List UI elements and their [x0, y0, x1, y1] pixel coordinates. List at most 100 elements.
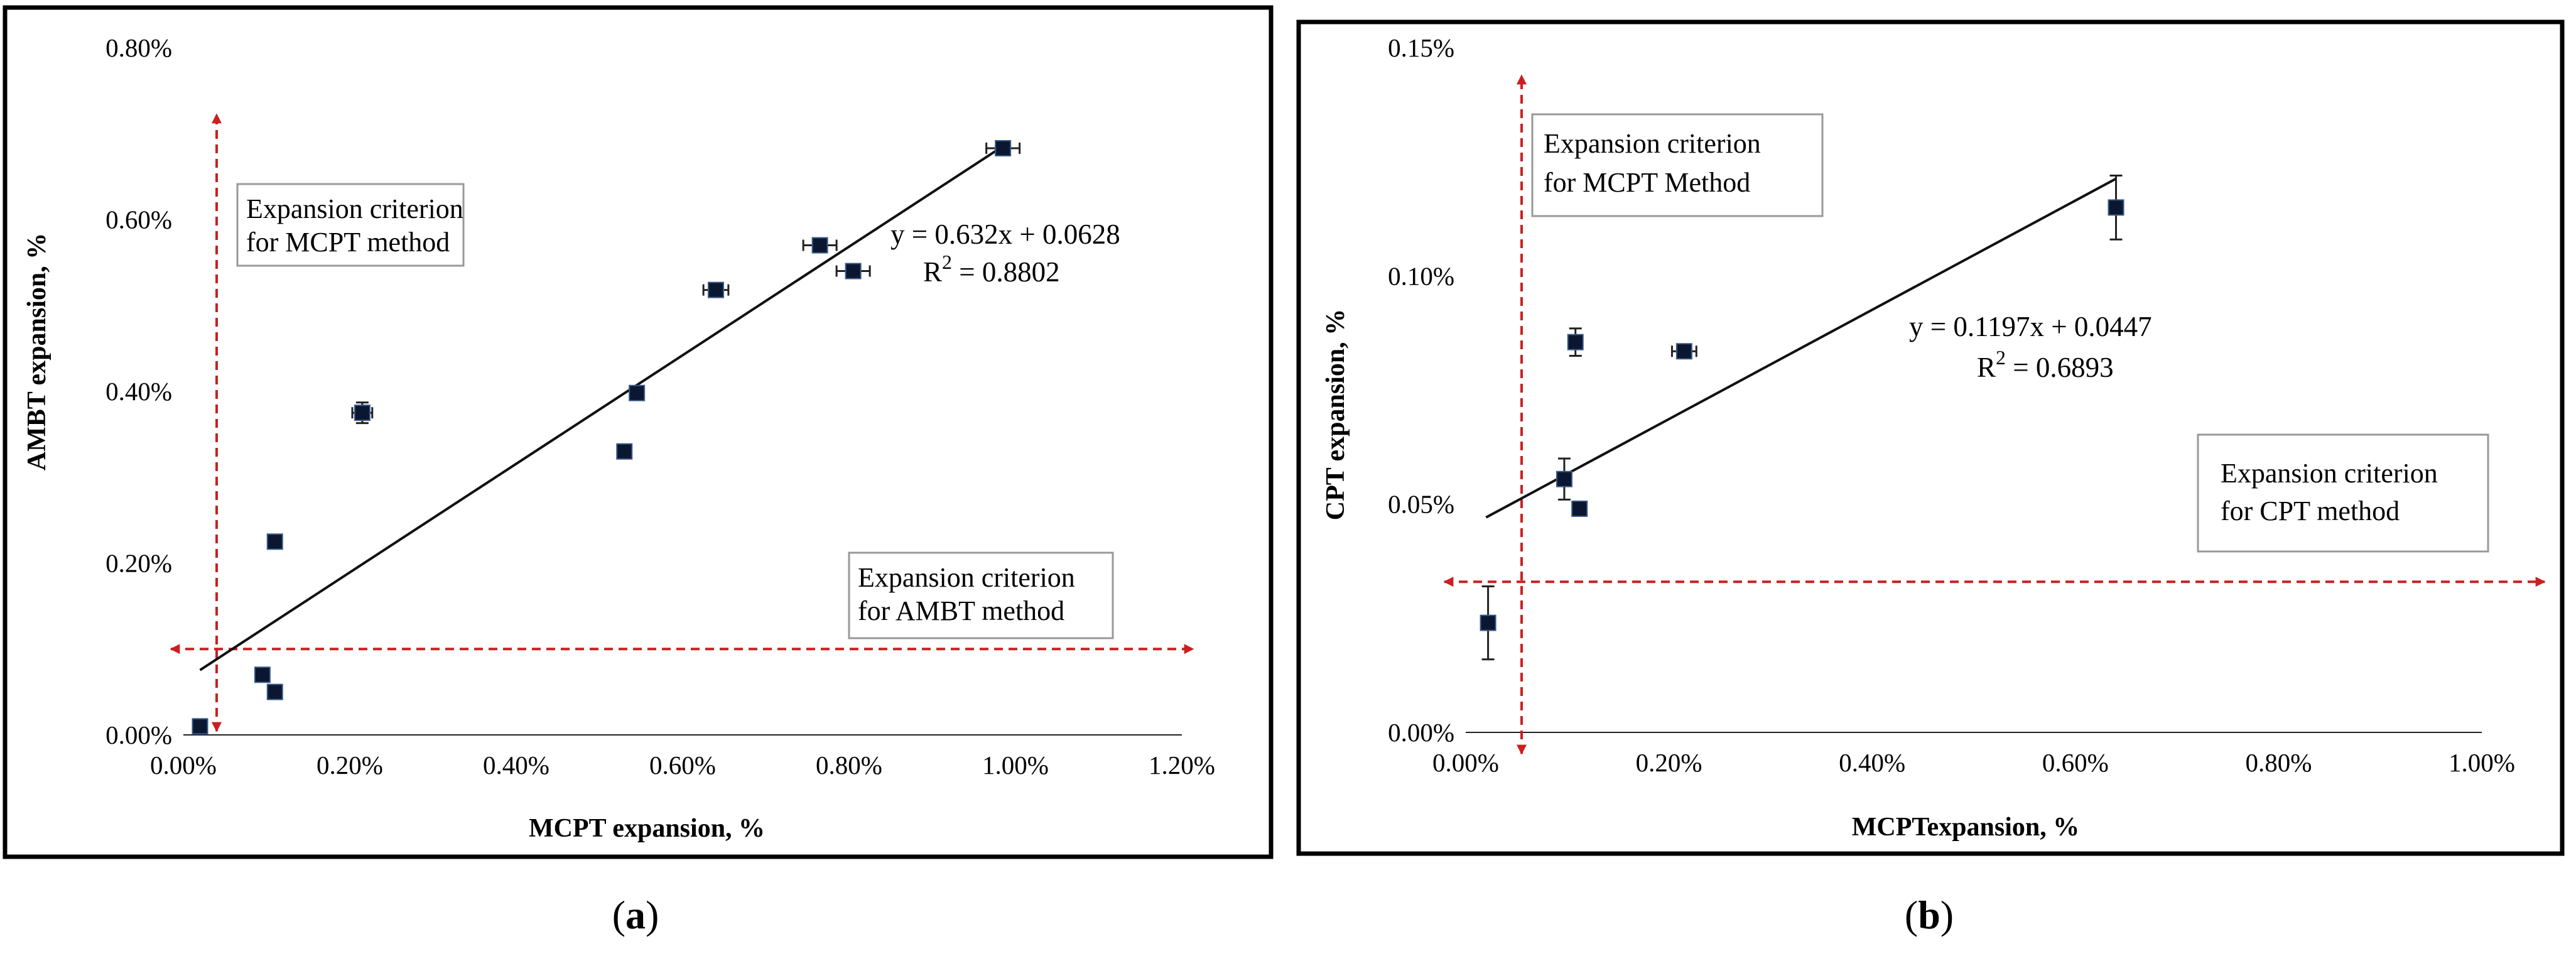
x-tick-label: 0.40%: [483, 751, 549, 779]
x-tick-label: 0.40%: [1839, 748, 1905, 777]
data-marker: [354, 405, 371, 421]
panel-b-x-tick-labels: 0.00% 0.20% 0.40% 0.60% 0.80% 1.00%: [1432, 748, 2515, 777]
x-tick-label: 1.00%: [2449, 748, 2515, 777]
data-point: [802, 237, 838, 254]
x-tick-label: 0.60%: [2042, 748, 2109, 777]
panel-b-r-squared-symbol: R: [1977, 352, 1996, 383]
x-tick-label: 1.00%: [982, 751, 1049, 779]
x-tick-label: 0.00%: [150, 751, 217, 779]
panel-b-r-squared-value: = 0.6893: [2006, 352, 2114, 383]
panel-a-points: [192, 139, 1021, 735]
data-marker: [254, 666, 271, 683]
panel-a: 0.00% 0.20% 0.40% 0.60% 0.80% 1.00% 1.20% 0.00…: [3, 5, 1274, 937]
data-marker: [1556, 470, 1572, 487]
panel-b-label-letter: b: [1918, 893, 1940, 937]
panel-a-label-open-paren: (: [612, 893, 625, 937]
data-marker: [629, 384, 646, 401]
panel-a-label-letter: a: [625, 893, 646, 937]
panel-b-trendline: [1485, 177, 2117, 519]
y-tick-label: 0.10%: [1388, 261, 1454, 290]
panel-a-horizontal-criterion-line2: for AMBT method: [858, 595, 1064, 626]
y-tick-label: 0.40%: [106, 377, 172, 406]
data-marker: [1675, 343, 1692, 360]
panel-b-r-squared: R2 = 0.6893: [1977, 346, 2114, 383]
data-point: [1567, 327, 1584, 357]
data-marker: [811, 237, 828, 254]
panel-b-vertical-criterion-line1: Expansion criterion: [1544, 128, 1761, 159]
y-tick-label: 0.05%: [1388, 490, 1454, 519]
panel-a-x-axis-title: MCPT expansion, %: [529, 814, 765, 843]
y-tick-label: 0.00%: [106, 720, 172, 749]
data-point: [985, 139, 1021, 156]
data-point: [1556, 457, 1572, 501]
x-tick-label: 0.80%: [2245, 748, 2312, 777]
panel-b-criterion-box-vertical: [1531, 113, 1824, 217]
panel-b-criteria: [1443, 74, 2546, 755]
panel-a-criterion-box-horizontal: [848, 551, 1114, 639]
x-tick-label: 0.80%: [816, 751, 882, 779]
data-marker: [995, 139, 1012, 156]
data-point: [1670, 343, 1697, 360]
y-tick-label: 0.15%: [1388, 33, 1454, 62]
data-marker: [845, 263, 862, 280]
panel-a-r-squared-symbol: R: [923, 256, 942, 288]
panel-b-horizontal-criterion-line1: Expansion criterion: [2221, 458, 2438, 489]
panel-b-label: (b): [1905, 893, 1954, 937]
data-marker: [708, 281, 724, 298]
panel-a-vertical-criterion-line1: Expansion criterion: [246, 193, 463, 224]
x-tick-label: 0.20%: [1636, 748, 1702, 777]
x-tick-label: 0.20%: [317, 751, 383, 779]
panel-b-y-tick-labels: 0.00% 0.05% 0.10% 0.15%: [1388, 33, 1454, 747]
panel-b-y-axis-title: CPT expansion, %: [1321, 309, 1350, 520]
data-point: [629, 384, 646, 401]
panel-b-points: [1480, 174, 2124, 661]
data-point: [266, 683, 283, 700]
panel-a-x-tick-labels: 0.00% 0.20% 0.40% 0.60% 0.80% 1.00% 1.20%: [150, 751, 1215, 779]
y-tick-label: 0.00%: [1388, 718, 1454, 747]
panel-b-r-squared-exponent: 2: [1996, 346, 2006, 369]
x-tick-label: 1.20%: [1149, 751, 1215, 779]
data-point: [351, 401, 374, 425]
y-tick-label: 0.80%: [106, 33, 172, 62]
panel-a-equation: y = 0.632x + 0.0628: [890, 219, 1120, 250]
y-tick-label: 0.60%: [106, 205, 172, 234]
panel-a-y-axis-title: AMBT expansion, %: [23, 233, 51, 470]
data-point: [254, 666, 271, 683]
panel-b-label-open-paren: (: [1905, 893, 1918, 937]
data-marker: [1571, 500, 1588, 517]
panel-a-y-tick-labels: 0.00% 0.20% 0.40% 0.60% 0.80%: [106, 33, 172, 749]
panel-b-horizontal-criterion-line2: for CPT method: [2221, 496, 2400, 526]
x-tick-label: 0.60%: [649, 751, 716, 779]
panel-a-r-squared: R2 = 0.8802: [923, 251, 1060, 288]
data-marker: [1567, 334, 1584, 350]
panel-a-criterion-box-vertical: [236, 183, 465, 267]
panel-b: 0.00% 0.20% 0.40% 0.60% 0.80% 1.00% 0.00% 0.05…: [1296, 19, 2565, 937]
panel-b-vertical-criterion-line2: for MCPT Method: [1544, 167, 1750, 198]
data-point: [616, 443, 633, 460]
panel-a-horizontal-criterion-line1: Expansion criterion: [858, 562, 1075, 593]
data-marker: [616, 443, 633, 460]
panel-a-label-close-paren: ): [646, 893, 659, 937]
x-tick-label: 0.00%: [1432, 748, 1499, 777]
y-tick-label: 0.20%: [106, 549, 172, 578]
panel-b-label-close-paren: ): [1940, 893, 1954, 937]
panel-a-r-squared-value: = 0.8802: [952, 256, 1060, 288]
data-point: [1571, 500, 1588, 517]
data-marker: [192, 718, 208, 735]
data-point: [266, 533, 283, 550]
data-point: [1480, 585, 1496, 661]
data-point: [702, 281, 730, 298]
data-marker: [1480, 614, 1496, 631]
panel-b-criterion-box-horizontal: [2197, 433, 2489, 553]
data-marker: [2108, 199, 2124, 216]
panel-a-label: (a): [612, 893, 659, 937]
data-point: [2108, 174, 2124, 241]
panel-a-trendline: [199, 145, 1004, 671]
data-point: [192, 718, 208, 735]
panel-a-criteria: [170, 113, 1194, 732]
panel-b-equation: y = 0.1197x + 0.0447: [1909, 311, 2152, 342]
data-point: [835, 263, 871, 280]
data-marker: [266, 683, 283, 700]
panel-a-vertical-criterion-line2: for MCPT method: [246, 227, 450, 258]
